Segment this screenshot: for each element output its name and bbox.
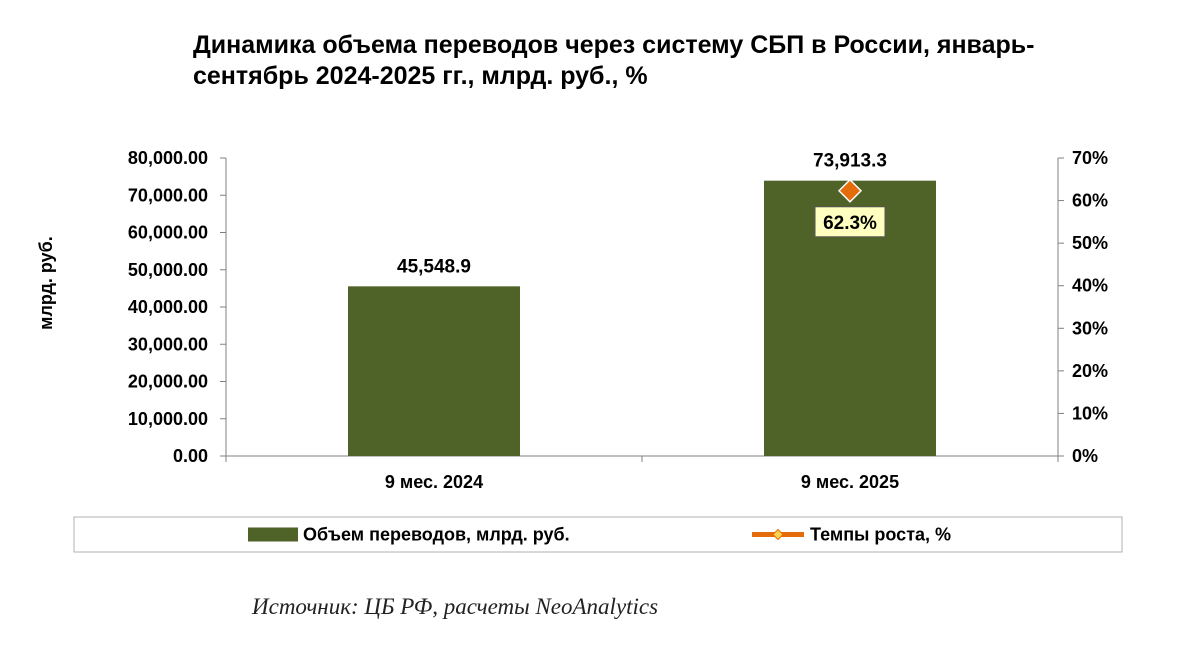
y-tick-label-left: 70,000.00 (128, 185, 208, 205)
growth-label-box (814, 206, 886, 238)
y-tick-label-left: 0.00 (173, 446, 208, 466)
legend-swatch-marker (772, 528, 784, 541)
x-tick-label: 9 мес. 2024 (385, 472, 483, 492)
legend-swatch-bar (248, 527, 298, 542)
y-tick-label-left: 30,000.00 (128, 334, 208, 354)
y-tick-label-left: 10,000.00 (128, 409, 208, 429)
bar-data-label: 73,913.3 (813, 151, 887, 172)
y-tick-label-right: 0% (1072, 446, 1098, 466)
x-tick-label: 9 мес. 2025 (801, 472, 899, 492)
source-note: Источник: ЦБ РФ, расчеты NeoAnalytics (252, 594, 659, 619)
y-tick-label-left: 50,000.00 (128, 260, 208, 280)
chart-title-line2: сентябрь 2024-2025 гг., млрд. руб., % (193, 62, 648, 90)
y-tick-label-right: 40% (1072, 276, 1108, 296)
bar-data-label: 45,548.9 (397, 256, 471, 277)
bar (348, 286, 520, 456)
chart-title: Динамика объема переводов через систему … (193, 30, 1093, 92)
growth-marker (837, 178, 863, 203)
y-tick-label-right: 10% (1072, 403, 1108, 423)
y-tick-label-left: 80,000.00 (128, 148, 208, 168)
legend-box (73, 516, 1123, 553)
y-tick-label-right: 70% (1072, 148, 1108, 168)
y-tick-label-right: 60% (1072, 191, 1108, 211)
y-tick-label-right: 30% (1072, 318, 1108, 338)
y-tick-label-right: 50% (1072, 233, 1108, 253)
y-tick-label-right: 20% (1072, 361, 1108, 381)
growth-data-label: 62.3% (823, 213, 877, 234)
legend-label-bar: Объем переводов, млрд. руб. (303, 525, 570, 545)
chart-title-line1: Динамика объема переводов через систему … (193, 31, 1035, 59)
y-tick-label-left: 60,000.00 (128, 223, 208, 243)
y-axis-title: млрд. руб. (36, 236, 56, 330)
y-tick-label-left: 20,000.00 (128, 372, 208, 392)
legend-label-line: Темпы роста, % (810, 525, 951, 545)
y-tick-label-left: 40,000.00 (128, 297, 208, 317)
